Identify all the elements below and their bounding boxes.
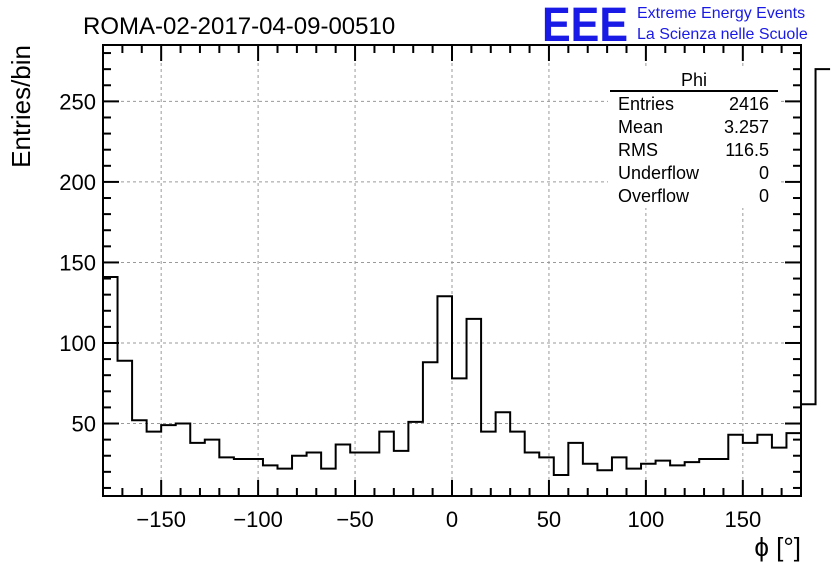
y-axis-label: Entries/bin xyxy=(6,45,36,168)
histogram-bin xyxy=(714,459,729,496)
y-tick-labels: 50 100 150 200 250 xyxy=(59,89,96,436)
stats-label: Overflow xyxy=(618,186,690,206)
histogram-bins xyxy=(102,68,831,496)
x-axis-label: ϕ [°] xyxy=(754,532,801,562)
histogram-bin xyxy=(263,465,278,496)
histogram-bin xyxy=(379,432,394,496)
histogram-bin xyxy=(423,362,438,496)
x-tick-label: 0 xyxy=(446,507,458,532)
histogram-bin xyxy=(539,457,554,496)
y-tick-label: 50 xyxy=(72,412,96,437)
stats-label: Mean xyxy=(618,117,663,137)
histogram-bin xyxy=(554,475,569,496)
y-tick-label: 150 xyxy=(59,250,96,275)
y-tick-label: 200 xyxy=(59,170,96,195)
stats-value: 3.257 xyxy=(724,117,769,137)
histogram-bin xyxy=(612,457,627,496)
logo-line-2: La Scienza nelle Scuole xyxy=(637,26,808,43)
stats-value: 116.5 xyxy=(725,140,769,160)
histogram-bin xyxy=(437,296,452,496)
histogram-bin xyxy=(568,443,583,496)
histogram-bin xyxy=(190,443,205,496)
histogram-bin xyxy=(336,444,351,496)
histogram-bin xyxy=(467,319,482,496)
stats-rows: Entries 2416 Mean 3.257 RMS 116.5 Underflow 0 Ov… xyxy=(618,94,769,206)
histogram-bin xyxy=(728,435,743,496)
x-tick-label: 150 xyxy=(724,507,761,532)
histogram-bin xyxy=(743,443,758,496)
histogram-bin xyxy=(786,433,801,496)
histogram-bin xyxy=(656,461,671,496)
plot-frame xyxy=(102,44,802,497)
chart-title: ROMA-02-2017-04-09-00510 xyxy=(83,13,395,40)
histogram-bin xyxy=(365,453,380,496)
histogram-bin xyxy=(118,361,133,496)
histogram-bin xyxy=(278,469,293,496)
logo-mark: EEE xyxy=(542,0,628,52)
stats-value: 2416 xyxy=(729,94,769,114)
histogram-bin xyxy=(234,459,249,496)
histogram-bin xyxy=(147,432,162,496)
histogram-bin xyxy=(816,69,831,496)
histogram-bin xyxy=(627,469,642,496)
x-tick-label: −50 xyxy=(336,507,373,532)
x-tick-labels: −150 −100 −50 0 50 100 150 xyxy=(136,507,761,532)
stats-label: RMS xyxy=(618,140,658,160)
histogram-bin xyxy=(481,432,496,496)
histogram-bin xyxy=(510,432,525,496)
histogram-bin xyxy=(757,435,772,496)
histogram-bin xyxy=(597,470,612,496)
x-tick-label: −150 xyxy=(136,507,186,532)
x-tick-label: 50 xyxy=(537,507,561,532)
histogram-bin xyxy=(307,453,322,496)
histogram-bin xyxy=(248,459,263,496)
histogram-bin xyxy=(176,424,191,496)
histogram-bin xyxy=(583,464,598,496)
y-tick-label: 100 xyxy=(59,331,96,356)
histogram-bin xyxy=(525,453,540,496)
histogram-bin xyxy=(685,462,700,496)
histogram-bin xyxy=(496,412,511,496)
histogram-bin xyxy=(452,378,467,496)
logo-line-1: Extreme Energy Events xyxy=(637,5,805,22)
histogram-bin xyxy=(161,425,176,496)
histogram-bin xyxy=(292,456,307,496)
stats-value: 0 xyxy=(759,163,769,183)
y-tick-label: 250 xyxy=(59,89,96,114)
x-tick-label: 100 xyxy=(628,507,665,532)
histogram-bin xyxy=(670,465,685,496)
eee-logo: EEE Extreme Energy Events La Scienza nel… xyxy=(542,0,808,52)
histogram-bin xyxy=(132,420,147,496)
histogram-bin xyxy=(408,422,423,496)
x-tick-label: −100 xyxy=(233,507,283,532)
histogram-bin xyxy=(205,440,220,496)
histogram-outline xyxy=(102,68,831,496)
stats-box: Phi Entries 2416 Mean 3.257 RMS 116.5 Underflo… xyxy=(608,68,778,208)
stats-value: 0 xyxy=(759,186,769,206)
stats-label: Underflow xyxy=(618,163,700,183)
histogram-bin xyxy=(801,404,816,496)
histogram-bin xyxy=(699,459,714,496)
histogram-bin xyxy=(641,464,656,496)
stats-label: Entries xyxy=(618,94,674,114)
histogram-bin xyxy=(219,457,234,496)
histogram-bin xyxy=(321,469,336,496)
grid-lines xyxy=(103,45,801,496)
histogram-bin xyxy=(772,448,787,496)
histogram-bin xyxy=(394,451,409,496)
histogram-bin xyxy=(350,453,365,496)
stats-title: Phi xyxy=(681,70,707,90)
